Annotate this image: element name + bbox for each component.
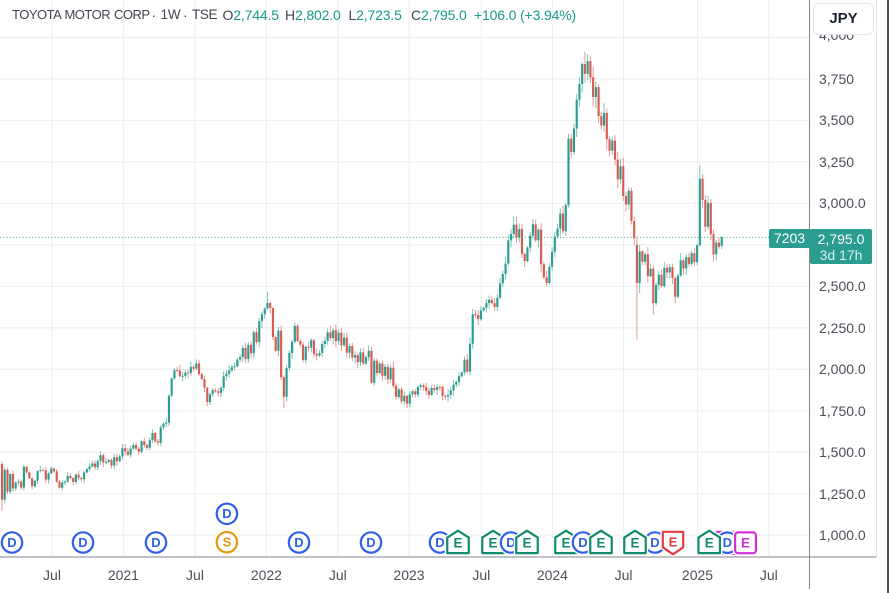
svg-text:E: E (522, 535, 531, 550)
svg-text:D: D (7, 535, 16, 550)
svg-text:D: D (294, 535, 303, 550)
svg-text:E: E (561, 535, 570, 550)
svg-text:E: E (705, 535, 714, 550)
svg-text:D: D (723, 535, 732, 550)
svg-text:D: D (78, 535, 87, 550)
svg-text:D: D (366, 535, 375, 550)
svg-text:D: D (435, 535, 444, 550)
svg-text:E: E (630, 535, 639, 550)
svg-text:S: S (223, 535, 232, 550)
svg-text:E: E (596, 535, 605, 550)
svg-text:E: E (488, 535, 497, 550)
svg-text:D: D (506, 535, 515, 550)
svg-text:E: E (453, 535, 462, 550)
svg-text:D: D (222, 506, 231, 521)
svg-text:E: E (669, 534, 678, 549)
svg-text:D: D (151, 535, 160, 550)
svg-text:D: D (578, 535, 587, 550)
svg-text:D: D (650, 535, 659, 550)
svg-text:E: E (741, 535, 750, 550)
